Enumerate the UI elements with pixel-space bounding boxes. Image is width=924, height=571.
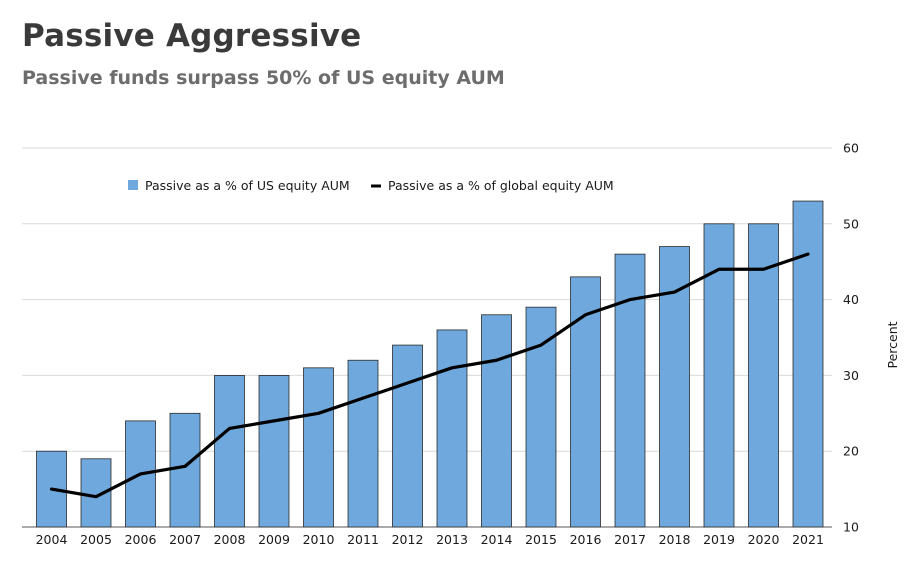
y-tick-label: 10 <box>843 520 859 535</box>
legend-label-global-equity: Passive as a % of global equity AUM <box>388 178 614 193</box>
bar <box>525 306 557 528</box>
x-tick-label: 2020 <box>748 532 780 547</box>
bar <box>481 314 512 528</box>
x-tick-label: 2012 <box>392 532 424 547</box>
x-tick-label: 2009 <box>258 532 290 547</box>
bar <box>303 367 334 528</box>
x-tick-label: 2018 <box>659 532 691 547</box>
gridlines <box>22 147 832 528</box>
bar <box>659 246 690 528</box>
chart-title: Passive Aggressive <box>22 18 362 54</box>
x-tick-label: 2014 <box>481 532 513 547</box>
x-tick-label: 2005 <box>80 532 112 547</box>
x-tick-label: 2011 <box>347 532 379 547</box>
bar <box>792 200 824 528</box>
y-axis-label: Percent <box>885 321 900 368</box>
x-tick-label: 2007 <box>169 532 201 547</box>
y-tick-label: 40 <box>843 292 859 307</box>
x-axis: 2004 2005 2006 2007 2008 2009 2010 2011 2012 2013… <box>36 532 824 547</box>
legend-label-us-equity: Passive as a % of US equity AUM <box>145 178 350 193</box>
x-tick-label: 2017 <box>614 532 646 547</box>
y-tick-label: 50 <box>843 216 859 231</box>
bar <box>214 374 245 528</box>
bar <box>258 374 290 528</box>
y-tick-label: 30 <box>843 368 859 383</box>
x-tick-label: 2015 <box>525 532 557 547</box>
bar <box>169 412 201 528</box>
x-tick-label: 2008 <box>214 532 246 547</box>
bar <box>570 276 601 528</box>
x-tick-label: 2013 <box>436 532 468 547</box>
y-tick-label: 20 <box>843 444 859 459</box>
series-line <box>49 252 810 499</box>
legend-swatch-us-equity <box>128 180 138 190</box>
x-tick-label: 2006 <box>125 532 157 547</box>
x-tick-label: 2016 <box>570 532 602 547</box>
y-axis: 10 20 30 40 50 60 <box>843 141 859 535</box>
bar <box>347 359 379 528</box>
legend: Passive as a % of US equity AUM Passive … <box>128 178 614 193</box>
bar-series <box>36 200 824 528</box>
x-tick-label: 2021 <box>792 532 824 547</box>
bar <box>436 329 468 528</box>
x-tick-label: 2019 <box>703 532 735 547</box>
bar <box>748 223 779 528</box>
y-tick-label: 60 <box>843 141 859 156</box>
chart-subtitle: Passive funds surpass 50% of US equity A… <box>22 67 505 89</box>
x-tick-label: 2004 <box>36 532 68 547</box>
bar <box>392 344 423 528</box>
x-tick-label: 2010 <box>303 532 335 547</box>
bar <box>614 253 646 528</box>
line-series <box>49 252 810 499</box>
